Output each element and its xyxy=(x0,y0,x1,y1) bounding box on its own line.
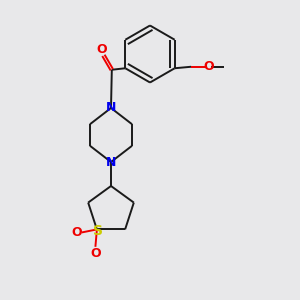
Text: N: N xyxy=(106,156,116,169)
Text: O: O xyxy=(203,60,214,73)
Text: O: O xyxy=(97,44,107,56)
Text: N: N xyxy=(106,101,116,114)
Text: O: O xyxy=(90,247,101,260)
Text: O: O xyxy=(71,226,82,239)
Text: S: S xyxy=(93,224,103,238)
